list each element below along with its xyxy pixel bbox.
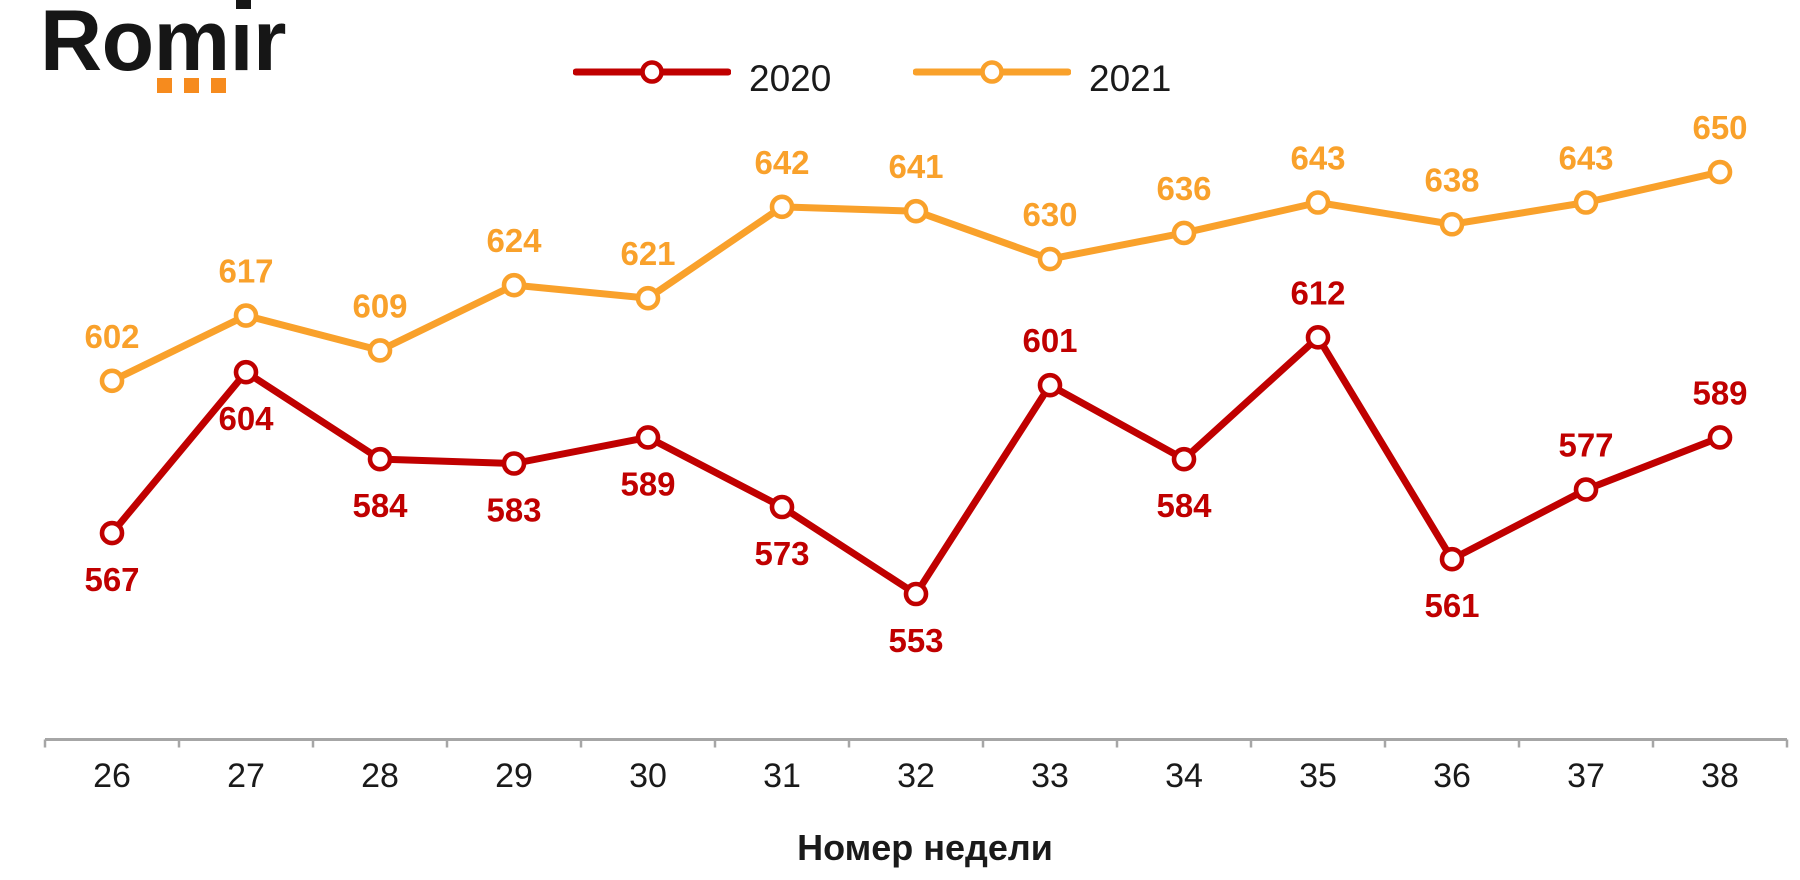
data-point-marker-2021-35 xyxy=(1305,190,1331,215)
x-tick-label-30: 30 xyxy=(629,757,667,795)
data-point-label-2020-33: 601 xyxy=(1022,322,1077,359)
legend-line-marker-2020-icon xyxy=(573,60,731,84)
legend-entry-2020: 2020 xyxy=(573,52,831,99)
data-point-marker-2021-38 xyxy=(1707,159,1733,185)
data-point-label-2021-34: 636 xyxy=(1156,170,1211,207)
data-point-label-2020-31: 573 xyxy=(754,535,809,572)
data-point-label-2020-28: 584 xyxy=(352,487,408,524)
legend-marker-2020 xyxy=(640,60,664,84)
x-tick-label-36: 36 xyxy=(1433,757,1471,795)
data-point-label-2021-29: 624 xyxy=(486,222,542,259)
x-tick-label-28: 28 xyxy=(361,757,399,795)
data-point-label-2020-37: 577 xyxy=(1558,427,1613,464)
data-point-label-2021-31: 642 xyxy=(754,144,809,181)
data-point-label-2021-35: 643 xyxy=(1290,140,1345,177)
data-point-label-2020-38: 589 xyxy=(1692,374,1747,411)
data-point-marker-2021-33 xyxy=(1037,246,1063,272)
data-point-marker-2020-37 xyxy=(1573,477,1599,502)
data-point-marker-2020-38 xyxy=(1707,425,1733,450)
data-point-label-2021-26: 602 xyxy=(84,318,139,355)
data-point-label-2021-27: 617 xyxy=(218,253,273,290)
data-point-label-2020-34: 584 xyxy=(1156,487,1212,524)
data-point-marker-2020-31 xyxy=(769,494,795,520)
x-tick-label-33: 33 xyxy=(1031,757,1069,795)
data-point-label-2021-32: 641 xyxy=(888,148,943,185)
data-point-label-2020-29: 583 xyxy=(486,492,541,529)
x-tick-label-38: 38 xyxy=(1701,757,1739,795)
x-tick-label-27: 27 xyxy=(227,757,265,795)
data-point-label-2020-27: 604 xyxy=(218,400,274,437)
data-point-marker-2020-32 xyxy=(903,581,929,607)
data-point-label-2020-32: 553 xyxy=(888,622,943,659)
x-tick-label-31: 31 xyxy=(763,757,801,795)
data-point-marker-2021-34 xyxy=(1171,220,1197,246)
data-point-marker-2021-26 xyxy=(99,368,125,394)
data-point-label-2020-26: 567 xyxy=(84,561,139,598)
data-point-marker-2020-29 xyxy=(501,451,527,476)
data-point-marker-2021-28 xyxy=(367,338,393,363)
data-point-marker-2020-30 xyxy=(635,425,661,450)
data-point-label-2021-33: 630 xyxy=(1022,196,1077,233)
data-point-marker-2020-28 xyxy=(367,446,393,472)
logo-orange-square-1 xyxy=(157,78,172,93)
data-point-label-2021-36: 638 xyxy=(1424,161,1479,198)
data-point-label-2021-38: 650 xyxy=(1692,109,1747,146)
data-point-label-2021-28: 609 xyxy=(352,287,407,324)
x-tick-label-26: 26 xyxy=(93,757,131,795)
data-point-label-2021-30: 621 xyxy=(620,235,675,272)
x-axis-title: Номер недели xyxy=(797,827,1053,868)
data-point-marker-2021-30 xyxy=(635,285,661,311)
data-point-marker-2020-27 xyxy=(233,359,259,385)
data-point-marker-2021-27 xyxy=(233,303,259,328)
data-point-marker-2020-36 xyxy=(1439,546,1465,572)
data-point-marker-2020-26 xyxy=(99,520,125,546)
legend-entry-2021: 2021 xyxy=(913,52,1171,99)
x-tick-label-32: 32 xyxy=(897,757,935,795)
data-point-marker-2021-37 xyxy=(1573,190,1599,215)
data-point-label-2020-36: 561 xyxy=(1424,587,1479,624)
data-point-label-2020-30: 589 xyxy=(620,465,675,502)
x-tick-label-29: 29 xyxy=(495,757,533,795)
logo-orange-square-2 xyxy=(184,78,199,93)
x-tick-label-34: 34 xyxy=(1165,757,1203,795)
data-point-marker-2021-32 xyxy=(903,198,929,224)
x-tick-label-35: 35 xyxy=(1299,757,1337,795)
logo-orange-square-3 xyxy=(211,78,226,93)
data-point-marker-2020-33 xyxy=(1037,372,1063,398)
legend-label-2021: 2021 xyxy=(1089,58,1172,99)
data-point-marker-2021-36 xyxy=(1439,211,1465,237)
series-line-2020 xyxy=(108,333,1724,598)
data-point-marker-2021-31 xyxy=(769,194,795,220)
legend-label-2020: 2020 xyxy=(749,58,832,99)
data-point-marker-2021-29 xyxy=(501,272,527,298)
legend-marker-2021 xyxy=(980,60,1004,84)
legend-line-marker-2021-icon xyxy=(913,60,1071,84)
data-point-label-2020-35: 612 xyxy=(1290,274,1345,311)
data-point-label-2021-37: 643 xyxy=(1558,140,1613,177)
data-point-marker-2020-34 xyxy=(1171,446,1197,472)
logo-i-dot xyxy=(236,0,251,9)
data-point-marker-2020-35 xyxy=(1305,325,1331,350)
x-tick-label-37: 37 xyxy=(1567,757,1605,795)
